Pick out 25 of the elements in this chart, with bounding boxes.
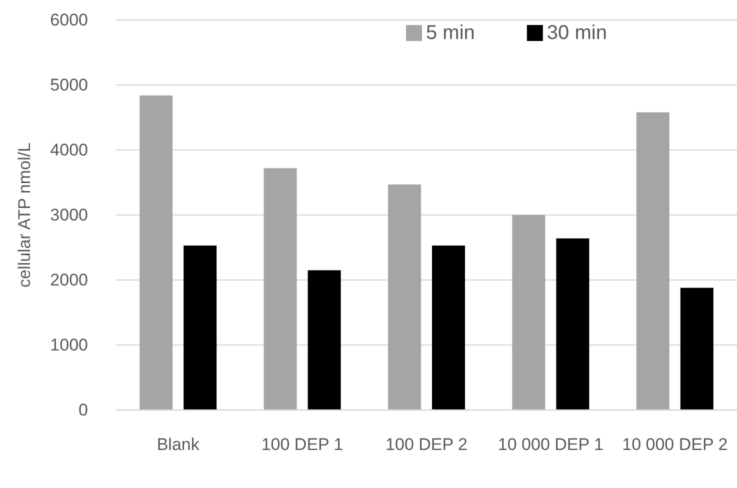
y-tick-label: 6000: [50, 10, 88, 30]
y-tick-label: 3000: [50, 205, 88, 224]
x-tick-label: 100 DEP 2: [386, 435, 468, 454]
legend-label: 5 min: [426, 22, 475, 44]
y-tick-label: 4000: [50, 140, 88, 160]
bar: [388, 184, 421, 410]
x-tick-label: 10 000 DEP 1: [498, 435, 604, 454]
y-tick-label: 2000: [50, 270, 88, 290]
y-tick-label: 0: [78, 400, 88, 420]
bar: [512, 215, 546, 410]
x-tick-label: 10 000 DEP 2: [622, 435, 728, 454]
bar: [264, 168, 297, 410]
x-tick-label: 100 DEP 1: [261, 435, 344, 454]
bar: [140, 95, 173, 410]
bar: [308, 270, 341, 410]
x-tick-label: Blank: [156, 435, 200, 454]
bar: [432, 246, 465, 410]
bar: [680, 288, 714, 410]
bar: [184, 246, 217, 410]
legend-label: 30 min: [546, 22, 607, 44]
y-tick-label: 5000: [50, 75, 88, 94]
y-axis-title: cellular ATP nmol/L: [15, 142, 34, 288]
y-tick-label: 1000: [50, 335, 88, 354]
bar: [636, 112, 670, 410]
bar: [556, 238, 590, 410]
